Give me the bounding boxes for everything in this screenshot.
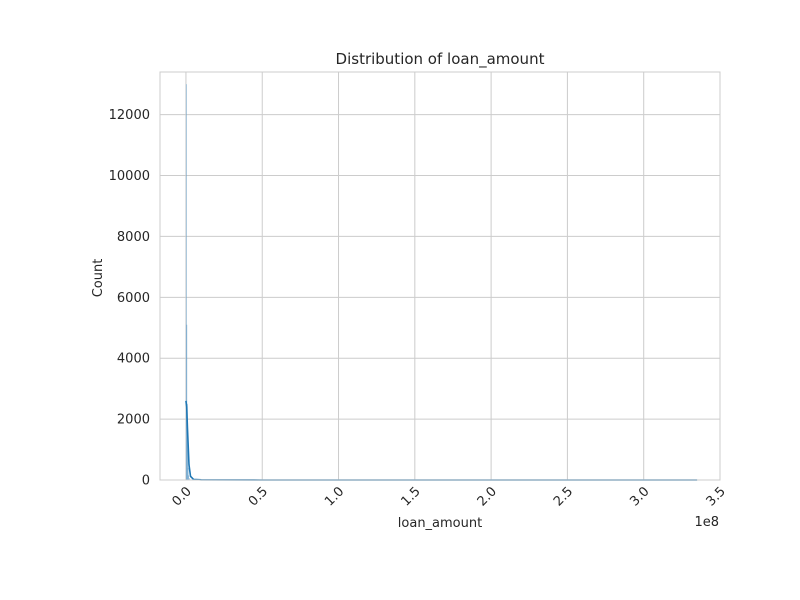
x-tick-label: 0.0 xyxy=(170,484,195,509)
y-tick-label: 0 xyxy=(142,474,150,489)
x-tick-label: 0.5 xyxy=(246,484,271,509)
x-tick-label: 1.0 xyxy=(322,484,347,509)
x-tick-label: 2.0 xyxy=(475,484,500,509)
histogram-bar xyxy=(187,467,189,480)
grid-lines xyxy=(160,72,721,481)
x-tick-label: 1.5 xyxy=(398,484,423,509)
y-tick-label: 10000 xyxy=(109,169,150,184)
x-axis-offset-label: 1e8 xyxy=(694,515,719,530)
y-axis-label: Count xyxy=(91,259,106,298)
y-tick-label: 12000 xyxy=(109,108,150,123)
histogram-bar xyxy=(188,478,190,480)
histogram-bar xyxy=(185,84,187,480)
chart-title: Distribution of loan_amount xyxy=(336,50,545,69)
x-tick-label: 3.5 xyxy=(704,484,729,509)
y-axis-ticks: 0 2000 4000 6000 8000 10000 12000 xyxy=(109,108,150,488)
x-axis-ticks: 0.0 0.5 1.0 1.5 2.0 2.5 3.0 3.5 xyxy=(170,484,729,509)
y-tick-label: 6000 xyxy=(117,291,150,306)
y-tick-label: 2000 xyxy=(117,413,150,428)
y-tick-label: 8000 xyxy=(117,230,150,245)
x-tick-label: 2.5 xyxy=(551,484,576,509)
x-axis-label: loan_amount xyxy=(398,516,482,531)
histogram-bar xyxy=(187,449,189,480)
histogram-bar xyxy=(188,475,190,480)
plot-frame xyxy=(159,71,721,481)
y-tick-label: 4000 xyxy=(117,352,150,367)
x-tick-label: 3.0 xyxy=(627,484,652,509)
